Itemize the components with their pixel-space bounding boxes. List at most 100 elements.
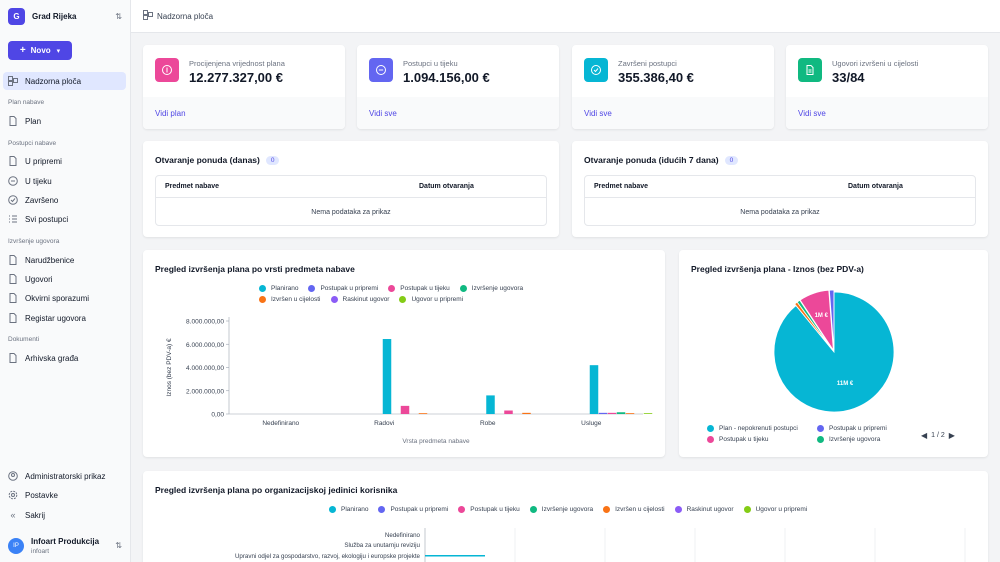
x-tick-label: Usluge <box>581 420 602 427</box>
legend-item[interactable]: Raskinut ugovor <box>674 506 734 513</box>
legend-item[interactable]: Planirano <box>259 285 298 292</box>
sidebar-item-collapse[interactable]: « Sakrij <box>3 506 126 524</box>
bar-planirano[interactable] <box>589 365 599 414</box>
pie-chart: 11M € 1M € <box>773 289 895 413</box>
legend-item[interactable]: Raskinut ugovor <box>330 296 389 303</box>
org-bar-chart: Nedefinirano Služba za unutarnju reviziju… <box>165 528 966 562</box>
bar-postupak-u-tijeku[interactable] <box>504 410 513 414</box>
chevrons-left-icon: « <box>10 510 16 520</box>
sidebar-item-all-procedures[interactable]: Svi postupci <box>3 210 126 228</box>
legend-label: Ugovor u pripremi <box>755 506 808 513</box>
sidebar-item-contracts[interactable]: Ugovori <box>3 270 126 288</box>
view-all-link[interactable]: Vidi sve <box>584 108 612 118</box>
bar-postupak-u-tijeku[interactable] <box>400 405 410 414</box>
legend-item[interactable]: Planirano <box>329 506 368 513</box>
sidebar-item-settings[interactable]: Postavke <box>3 486 126 504</box>
legend-item[interactable]: Izvršen u cijelosti <box>259 296 321 303</box>
legend-item[interactable]: Postupak u tijeku <box>458 506 520 513</box>
sidebar-item-in-progress[interactable]: U tijeku <box>3 172 126 190</box>
openings-today-panel: Otvaranje ponuda (danas) 0 Predmet nabave… <box>143 141 559 237</box>
y-axis-label: Iznos (bez PDV-a) € <box>166 338 173 397</box>
document-icon <box>8 313 18 323</box>
y-tick-label: 2.000.000,00 <box>186 388 224 395</box>
org-avatar: G <box>8 8 25 25</box>
legend-swatch <box>329 506 336 513</box>
sidebar-item-dashboard[interactable]: Nadzorna ploča <box>3 72 126 90</box>
x-axis-label: Vrsta predmeta nabave <box>402 438 470 445</box>
bar-planirano[interactable] <box>425 555 485 557</box>
bar-izvršenje-ugovora[interactable] <box>616 412 626 414</box>
topbar: Nadzorna ploča <box>131 0 1000 33</box>
legend-item[interactable]: Postupak u tijeku <box>388 285 450 292</box>
legend-label: Planirano <box>341 506 369 513</box>
pie-slice[interactable] <box>799 289 834 352</box>
column-header[interactable]: Predmet nabave <box>594 183 649 190</box>
pie-slice[interactable] <box>773 291 895 413</box>
view-all-link[interactable]: Vidi sve <box>798 108 826 118</box>
bar-planirano[interactable] <box>382 339 392 414</box>
bar-izvršen-u-cijelosti[interactable] <box>418 413 428 414</box>
legend-label: Izvršen u cijelosti <box>271 296 321 303</box>
document-icon <box>8 353 18 363</box>
legend-label: Izvršenje ugovora <box>541 506 594 513</box>
stat-card-completed: Završeni postupci 355.386,40 € Vidi sve <box>572 45 774 129</box>
sidebar-item-admin-view[interactable]: Administratorski prikaz <box>3 467 126 485</box>
bar-izvršen-u-cijelosti[interactable] <box>625 413 635 414</box>
legend-item[interactable]: Ugovor u pripremi <box>399 296 463 303</box>
legend-item[interactable]: Izvršenje ugovora <box>459 285 523 292</box>
prev-page-icon[interactable]: ◀ <box>921 431 928 440</box>
column-header[interactable]: Datum otvaranja <box>848 183 903 190</box>
dashboard-icon <box>8 76 18 86</box>
legend-swatch <box>459 285 467 292</box>
section-documents: Dokumenti <box>8 336 40 343</box>
user-menu[interactable]: IP Infoart Produkcija infoart ⇅ <box>8 535 122 557</box>
legend-item[interactable]: Izvršen u cijelosti <box>603 506 665 513</box>
legend-item[interactable]: Izvršenje ugovora <box>817 436 917 443</box>
sidebar-item-orders[interactable]: Narudžbenice <box>3 251 126 269</box>
bar-postupak-u-pripremi[interactable] <box>598 412 608 414</box>
view-plan-link[interactable]: Vidi plan <box>155 108 186 118</box>
sidebar-item-plan[interactable]: Plan <box>3 112 126 130</box>
legend-item[interactable]: Postupak u pripremi <box>817 425 917 432</box>
legend-item[interactable]: Ugovor u pripremi <box>743 506 808 513</box>
table-header: Predmet nabave Datum otvaranja <box>156 176 546 198</box>
column-header[interactable]: Datum otvaranja <box>419 183 474 190</box>
column-header[interactable]: Predmet nabave <box>165 183 220 190</box>
legend-item[interactable]: Postupak u pripremi <box>378 506 448 513</box>
pie-slice[interactable] <box>796 299 834 351</box>
legend-label: Postupak u tijeku <box>719 436 769 443</box>
stat-card-plan-value: Procijenjena vrijednost plana 12.277.327… <box>143 45 345 129</box>
legend-item[interactable]: Plan - nepokrenuti postupci <box>707 425 807 432</box>
new-button[interactable]: + Novo ▾ <box>8 41 72 60</box>
sidebar-item-contract-register[interactable]: Registar ugovora <box>3 309 126 327</box>
stat-value: 33/84 <box>832 70 865 85</box>
stat-value: 12.277.327,00 € <box>189 70 283 85</box>
bar-planirano[interactable] <box>486 395 495 414</box>
bar-ugovor-u-pripremi[interactable] <box>643 413 653 414</box>
pie-slice-label: 11M € <box>837 381 854 387</box>
legend-swatch <box>458 506 466 513</box>
y-tick-label: 8.000.000,00 <box>186 319 224 326</box>
view-all-link[interactable]: Vidi sve <box>369 108 397 118</box>
user-circle-icon <box>8 471 18 481</box>
legend-item[interactable]: Postupak u tijeku <box>707 436 807 443</box>
panel-title: Otvaranje ponuda (danas) 0 <box>155 155 280 166</box>
table-header: Predmet nabave Datum otvaranja <box>585 176 975 198</box>
bar-izvršen-u-cijelosti[interactable] <box>522 412 531 414</box>
legend-item[interactable]: Postupak u pripremi <box>308 285 378 292</box>
sidebar-item-completed[interactable]: Završeno <box>3 191 126 209</box>
pie-slice[interactable] <box>828 289 835 351</box>
legend-swatch <box>707 436 714 443</box>
next-page-icon[interactable]: ▶ <box>948 431 955 440</box>
legend-item[interactable]: Izvršenje ugovora <box>529 506 594 513</box>
org-name: Grad Rijeka <box>32 12 77 21</box>
sidebar-item-archive[interactable]: Arhivska građa <box>3 349 126 367</box>
y-tick-label: 4.000.000,00 <box>186 365 224 372</box>
bar-postupak-u-tijeku[interactable] <box>607 412 617 414</box>
org-switcher[interactable]: G Grad Rijeka ⇅ <box>8 8 122 25</box>
sidebar: G Grad Rijeka ⇅ + Novo ▾ Nadzorna ploča … <box>0 0 131 562</box>
legend-swatch <box>817 436 824 443</box>
sidebar-item-in-preparation[interactable]: U pripremi <box>3 152 126 170</box>
sidebar-item-label: U pripremi <box>25 156 62 166</box>
sidebar-item-framework[interactable]: Okvirni sporazumi <box>3 289 126 307</box>
